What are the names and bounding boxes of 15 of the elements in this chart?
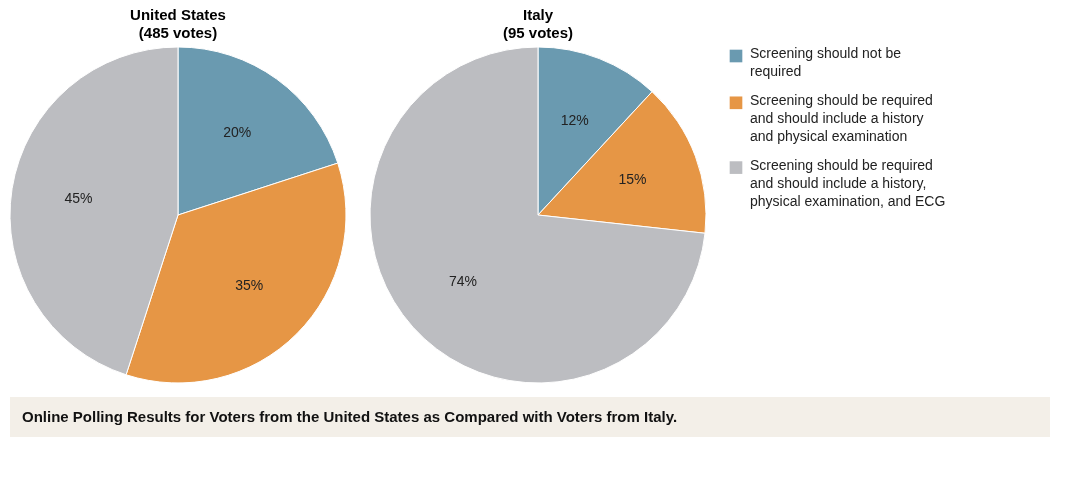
data-label: 15% bbox=[618, 170, 647, 187]
legend-label: Screening should be required and should include a history and physical examination bbox=[750, 91, 933, 144]
chart-subtitle: (95 votes) bbox=[502, 24, 574, 41]
legend-label: Screening should not be required bbox=[750, 45, 902, 79]
chart-subtitle: (485 votes) bbox=[138, 24, 218, 41]
data-label: 35% bbox=[235, 277, 264, 294]
data-label: 74% bbox=[448, 273, 477, 290]
chart-title: Italy bbox=[522, 6, 554, 23]
data-label: 12% bbox=[560, 112, 589, 129]
text: Online Polling Results for Voters from the United States as Compared with Voters from Italy. bbox=[22, 408, 678, 425]
data-label: 20% bbox=[223, 124, 252, 141]
legend-label: Screening should be required and should include a history, physical examination, and ECG bbox=[750, 156, 946, 209]
pie-slice bbox=[369, 46, 706, 384]
data-label: 45% bbox=[64, 190, 93, 207]
chart-title: United States bbox=[130, 6, 226, 23]
